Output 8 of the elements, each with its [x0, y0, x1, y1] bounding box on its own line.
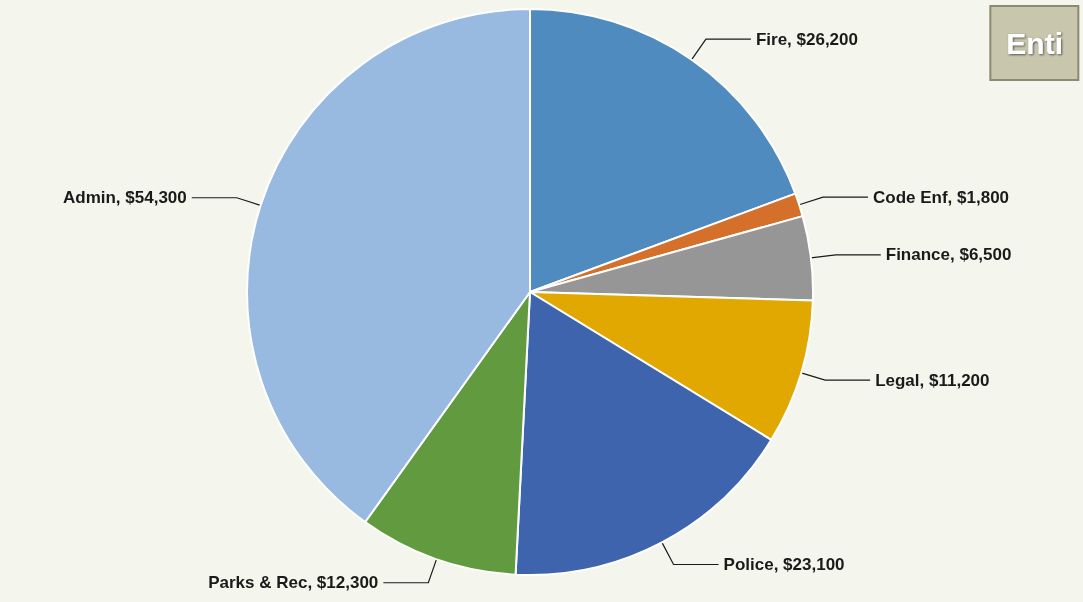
slice-label: Police, $23,100	[723, 554, 845, 574]
slice-label: Code Enf, $1,800	[873, 187, 1010, 207]
slice-label: Legal, $11,200	[875, 370, 990, 390]
slice-label: Admin, $54,300	[62, 188, 187, 208]
slice-label: Fire, $26,200	[755, 29, 858, 49]
slice-label: Parks & Rec, $12,300	[208, 573, 379, 593]
slice-label: Finance, $6,500	[885, 245, 1012, 265]
text: Enti	[1006, 26, 1064, 60]
